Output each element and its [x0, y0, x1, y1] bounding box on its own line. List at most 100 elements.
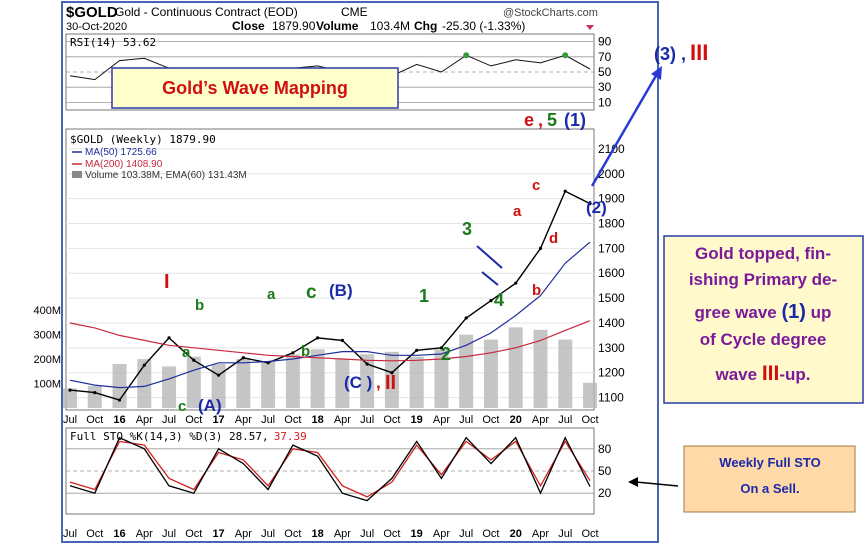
commentary-line-4: of Cycle degree	[700, 330, 827, 349]
volume-tick-label: 200M	[33, 354, 61, 366]
volume-bar	[211, 364, 226, 408]
wave-4-label: 4	[494, 290, 504, 310]
wave-c3-label: c	[532, 177, 540, 194]
x-tick-label: 20	[510, 414, 522, 426]
wave-p2-label: (2)	[586, 198, 607, 217]
wave-A-label: (A)	[198, 396, 222, 415]
title-box-text: Gold’s Wave Mapping	[162, 78, 348, 98]
volume-bar	[583, 382, 597, 408]
wave-c2-label: c	[306, 282, 317, 303]
price-point	[439, 346, 444, 350]
sto-tick-label: 20	[598, 486, 612, 500]
x-tick-label: Oct	[284, 414, 301, 426]
volume-tick-label: 400M	[33, 305, 61, 317]
x-tick-label: Oct	[581, 528, 598, 540]
projection-arrow-line	[590, 73, 659, 187]
x-tick-label: Jul	[459, 414, 473, 426]
rsi-tick-label: 10	[598, 95, 612, 109]
wave-p3-label: (3)	[654, 44, 676, 64]
x-tick-label: Jul	[360, 528, 374, 540]
sto-note-arrow-head	[628, 477, 638, 487]
x-tick-label: 19	[411, 528, 423, 540]
x-tick-label: 17	[212, 414, 224, 426]
chg-label: Chg	[414, 19, 437, 33]
x-tick-label: Jul	[63, 414, 77, 426]
commentary-l5a: wave	[715, 365, 762, 384]
x-tick-label: Jul	[360, 414, 374, 426]
sto-tick-label: 80	[598, 442, 612, 456]
x-tick-label: Apr	[136, 528, 153, 540]
commentary-line-5: wave III-up.	[715, 362, 811, 385]
x-tick-label: Apr	[532, 414, 549, 426]
x-tick-label: 16	[113, 414, 125, 426]
x-tick-label: Apr	[235, 528, 252, 540]
x-tick-label: Apr	[136, 414, 153, 426]
x-tick-label: Jul	[558, 528, 572, 540]
x-tick-label: Apr	[334, 414, 351, 426]
rsi-overbought-mark	[562, 52, 569, 59]
title-box	[111, 67, 399, 109]
sto-note-arrow-line	[635, 481, 679, 487]
symbol-title: $GOLD	[66, 4, 118, 21]
x-tick-label: Oct	[86, 528, 103, 540]
exchange-label: CME	[341, 5, 368, 19]
price-tick-label: 1800	[598, 216, 625, 230]
commentary-l3b: (1)	[782, 301, 806, 323]
wave-I-label: I	[164, 271, 170, 293]
price-point	[464, 316, 468, 320]
ma50-legend: MA(50) 1725.66	[85, 147, 157, 158]
x-tick-label: Jul	[261, 414, 275, 426]
price-ticks: 2100 2000 1900 1800 1700 1600 1500 1400 1300 1200…	[598, 142, 625, 405]
wave-e-comma: ,	[538, 110, 543, 130]
wave-a2-label: a	[267, 286, 276, 303]
wave-b2-label: b	[301, 343, 310, 360]
volume-bar	[63, 388, 77, 408]
price-point	[93, 390, 97, 395]
sto-k-line	[69, 436, 591, 502]
price-point	[68, 388, 72, 392]
wave-III-label: III	[690, 40, 708, 65]
volume-swatch	[72, 171, 82, 178]
volume-bar	[558, 339, 573, 408]
volume-value: 103.4M	[370, 19, 410, 33]
price-tick-label: 1500	[598, 291, 625, 305]
wave-a3-label: a	[513, 203, 522, 220]
price-panel	[65, 128, 595, 411]
price-point	[588, 202, 592, 206]
wave-3-label: 3	[462, 219, 472, 239]
x-tick-label: Jul	[558, 414, 572, 426]
date-label: 30-Oct-2020	[66, 21, 127, 33]
volume-tick-label: 300M	[33, 330, 61, 342]
sto-panel	[65, 427, 595, 515]
volume-bar	[87, 386, 102, 408]
commentary-line-1: Gold topped, fin-	[695, 244, 831, 263]
wave-a1-label: a	[182, 344, 191, 361]
volume-bar	[360, 354, 375, 408]
x-tick-label: Apr	[334, 528, 351, 540]
x-tick-label: Oct	[383, 414, 400, 426]
volume-bar	[483, 339, 498, 408]
price-tick-label: 1900	[598, 192, 625, 206]
projection-arrow-head	[651, 66, 662, 80]
price-point	[291, 351, 295, 355]
wave-e-label: e	[524, 110, 534, 130]
price-point	[390, 371, 394, 375]
wave-C-label: (C )	[344, 373, 372, 392]
price-tick-label: 2000	[598, 167, 625, 181]
x-tick-label: Apr	[532, 528, 549, 540]
wave-b1-label: b	[195, 297, 204, 314]
ma200-legend: MA(200) 1408.90	[85, 159, 163, 170]
wave-II-label: II	[385, 372, 396, 394]
volume-bar	[285, 354, 300, 408]
x-tick-label: 18	[311, 528, 323, 540]
chg-value: -25.30 (-1.33%)	[442, 19, 525, 33]
price-tick-label: 2100	[598, 142, 625, 156]
wave-2-label: 2	[441, 344, 451, 364]
sto-marks	[69, 436, 591, 502]
wave-5-label: 5	[547, 110, 557, 130]
rsi-tick-label: 70	[598, 50, 612, 64]
price-tick-label: 1600	[598, 266, 625, 280]
wave-B-label: (B)	[329, 281, 353, 300]
volume-bar	[236, 359, 251, 408]
